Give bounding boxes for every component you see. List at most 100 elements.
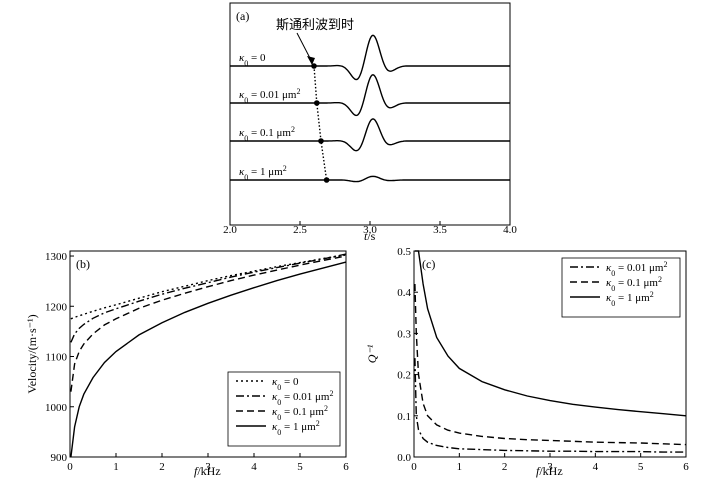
curve-series-4 bbox=[70, 261, 347, 458]
panel-b-xlabel-var: f bbox=[194, 464, 199, 478]
kappa-subscript: 0 bbox=[611, 284, 615, 293]
x-tick-label: 2 bbox=[502, 461, 508, 473]
kappa-subscript: 0 bbox=[277, 413, 281, 422]
label-superscript: 2 bbox=[329, 389, 333, 398]
x-tick-label: 5 bbox=[638, 461, 644, 473]
panel-b-label: (b) bbox=[76, 257, 90, 271]
waveforms bbox=[230, 34, 510, 183]
kappa-subscript: 0 bbox=[611, 299, 615, 308]
trace-label-series-4: κ0 = 1 μm2 bbox=[239, 164, 287, 182]
panel-c-xlabel: f/kHz bbox=[536, 464, 563, 478]
x-tick-label: 6 bbox=[343, 461, 349, 473]
x-tick-label: 1 bbox=[457, 461, 463, 473]
y-tick-label: 0.5 bbox=[397, 246, 411, 258]
y-tick-label: 0.2 bbox=[397, 370, 411, 382]
x-tick-label: 3 bbox=[547, 461, 553, 473]
waveform-series-4 bbox=[230, 175, 510, 183]
x-tick-label: 4.0 bbox=[503, 224, 517, 236]
y-tick-label: 0.3 bbox=[397, 328, 411, 340]
label-superscript: 2 bbox=[663, 260, 667, 269]
label-superscript: 2 bbox=[650, 290, 654, 299]
label-value: = 0.01 μm bbox=[248, 89, 297, 101]
legend-label-series-2: κ0 = 0.01 μm2 bbox=[272, 389, 333, 407]
label-superscript: 2 bbox=[296, 87, 300, 96]
panel-b-curves bbox=[70, 253, 347, 458]
panel-c-label: (c) bbox=[422, 257, 435, 271]
x-tick-label: 3.5 bbox=[433, 224, 447, 236]
legend-frame bbox=[227, 371, 341, 447]
x-tick-label: 0 bbox=[411, 461, 417, 473]
arrival-point-series-4 bbox=[323, 177, 330, 183]
panel-a-xlabel-unit: /s bbox=[367, 229, 375, 243]
legend-label-series-3: κ0 = 0.1 μm2 bbox=[272, 404, 328, 422]
x-tick-label: 2.0 bbox=[223, 224, 237, 236]
panel-c-xlabel-unit: /kHz bbox=[539, 464, 562, 478]
kappa-symbol: κ bbox=[606, 277, 612, 289]
panel-b-ylabel: Velocity/(m·s⁻¹) bbox=[25, 314, 39, 393]
label-superscript: 2 bbox=[324, 404, 328, 413]
panel-c: (c) 0 1 2 3 4 5 60.00.10.20.30.40.5 Q⁻¹ f/kHz … bbox=[365, 246, 689, 478]
panel-c-xlabel-var: f bbox=[536, 464, 541, 478]
arrival-point-series-2 bbox=[314, 100, 320, 106]
y-tick-label: 0.1 bbox=[397, 411, 411, 423]
y-tick-label: 0.0 bbox=[397, 452, 411, 464]
curve-series-3 bbox=[414, 250, 687, 417]
kappa-symbol: κ bbox=[239, 127, 245, 139]
kappa-symbol: κ bbox=[272, 421, 278, 433]
x-tick-label: 2 bbox=[159, 461, 165, 473]
curve-series-3 bbox=[70, 255, 347, 392]
kappa-symbol: κ bbox=[239, 89, 245, 101]
label-value: = 1 μm bbox=[281, 421, 316, 433]
x-tick-label: 5 bbox=[297, 461, 303, 473]
x-tick-label: 4 bbox=[251, 461, 257, 473]
waveform-series-2 bbox=[230, 74, 510, 117]
curve-series-2 bbox=[70, 253, 347, 343]
panel-a-xlabel-var: t bbox=[364, 229, 368, 243]
label-superscript: 2 bbox=[658, 275, 662, 284]
kappa-subscript: 0 bbox=[244, 134, 248, 143]
kappa-symbol: κ bbox=[606, 292, 612, 304]
panel-a-label: (a) bbox=[236, 9, 249, 23]
y-tick-label: 1000 bbox=[45, 402, 68, 414]
kappa-subscript: 0 bbox=[244, 59, 248, 68]
panel-a-frame bbox=[229, 2, 511, 226]
y-tick-label: 1200 bbox=[45, 301, 68, 313]
waveform-series-3 bbox=[230, 118, 510, 152]
label-value: = 1 μm bbox=[615, 292, 650, 304]
kappa-symbol: κ bbox=[272, 376, 278, 388]
waveform-series-1 bbox=[230, 34, 510, 81]
panel-c-ylabel: Q⁻¹ bbox=[365, 344, 379, 363]
legend-label-series-1: κ0 = 0.01 μm2 bbox=[606, 260, 667, 278]
curve-series-1 bbox=[414, 358, 686, 453]
kappa-subscript: 0 bbox=[277, 383, 281, 392]
x-tick-label: 6 bbox=[683, 461, 689, 473]
kappa-subscript: 0 bbox=[244, 173, 248, 182]
label-value: = 0 bbox=[248, 52, 266, 64]
y-tick-label: 1100 bbox=[45, 352, 67, 364]
y-tick-label: 1300 bbox=[45, 251, 68, 263]
kappa-symbol: κ bbox=[272, 391, 278, 403]
curve-series-1 bbox=[70, 254, 347, 320]
trace-label-series-2: κ0 = 0.01 μm2 bbox=[239, 87, 300, 105]
kappa-subscript: 0 bbox=[611, 269, 615, 278]
arrival-line bbox=[313, 65, 328, 181]
panel-b: (b) 0 1 2 3 4 5 6 900 1000 1100 1200 1300 Velocity/… bbox=[25, 250, 349, 478]
kappa-subscript: 0 bbox=[244, 96, 248, 105]
annotation-arrowhead bbox=[307, 56, 315, 65]
x-tick-label: 2.5 bbox=[293, 224, 307, 236]
label-value: = 1 μm bbox=[248, 166, 283, 178]
kappa-symbol: κ bbox=[239, 52, 245, 64]
panel-b-ticks: 0 1 2 3 4 5 6 900 1000 1100 1200 1300 bbox=[45, 251, 349, 473]
trace-label-series-3: κ0 = 0.1 μm2 bbox=[239, 125, 295, 143]
legend-label-series-1: κ0 = 0 bbox=[272, 376, 299, 392]
legend-label-series-2: κ0 = 0.1 μm2 bbox=[606, 275, 662, 293]
legend-label-series-4: κ0 = 1 μm2 bbox=[272, 419, 320, 437]
curve-series-2 bbox=[414, 283, 687, 446]
kappa-symbol: κ bbox=[239, 166, 245, 178]
legend-label-series-3: κ0 = 1 μm2 bbox=[606, 290, 654, 308]
